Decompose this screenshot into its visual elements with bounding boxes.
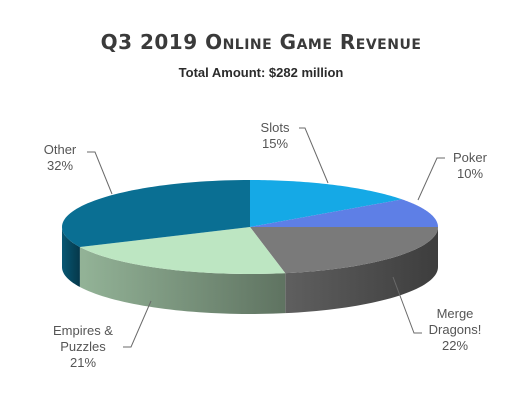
data-label-poker: Poker 10% [453,150,488,181]
data-label-other: Other 32% [44,142,77,173]
slice-empires-puzzles [79,227,286,274]
chart-title: Q3 2019 Online Game Revenue [100,30,422,54]
slice-other [62,180,250,248]
slice-side-merge-dragons- [285,227,438,314]
slice-merge-dragons- [250,227,438,274]
slice-side-other [62,227,80,288]
leader-line-poker [417,157,445,201]
slice-slots [250,180,403,227]
slice-poker [250,199,438,227]
leader-line-merge-dragons- [392,276,422,334]
leader-line-other [87,151,113,195]
leader-line-empires-puzzles [123,300,152,348]
chart-subtitle: Total Amount: $282 million [178,65,344,80]
leader-line-slots [299,127,329,184]
data-label-empires-puzzles: Empires & Puzzles 21% [53,323,113,370]
data-label-slots: Slots 15% [261,120,290,151]
data-label-merge-dragons-: Merge Dragons! 22% [429,306,482,353]
slice-side-empires-puzzles [79,247,286,314]
